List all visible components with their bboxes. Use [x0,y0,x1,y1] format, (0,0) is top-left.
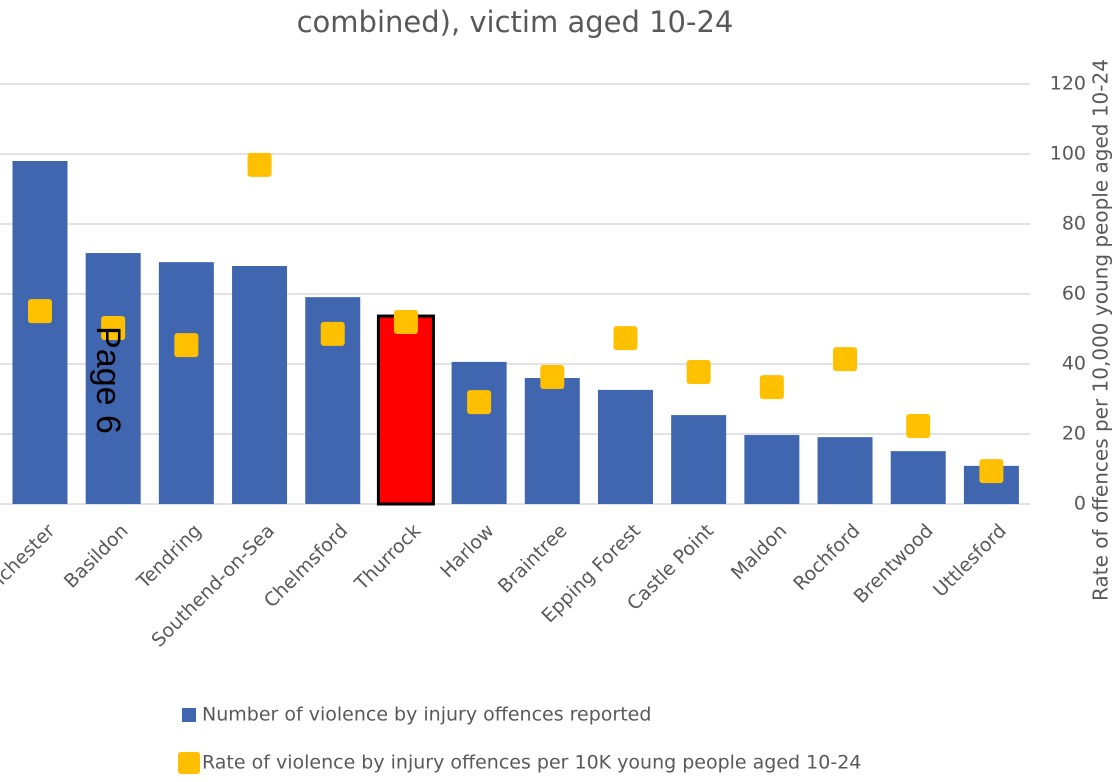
point [101,315,126,340]
point [247,152,272,177]
x-tick-label: Thurrock [350,520,425,595]
x-tick-label: Brentwood [850,520,938,608]
bar [85,253,141,504]
bar [158,262,214,504]
point [759,375,784,400]
bar [744,435,800,504]
bar [376,314,435,506]
y2-tick-label: 40 [1062,353,1086,375]
bar [671,415,727,504]
x-tick-label: Rochford [789,520,864,595]
y2-tick-label: 20 [1062,423,1086,445]
x-tick-label: Uttlesford [929,520,1011,602]
x-tick-label: Southend-on-Sea [147,520,279,652]
x-tick-label: Basildon [60,520,133,593]
y2-tick-label: 0 [1074,493,1086,515]
chart-title: combined), victim aged 10-24 [297,5,734,39]
bar [12,161,68,504]
point [540,364,565,389]
page-label: Page 6 [89,326,127,434]
y2-tick-label: 120 [1050,73,1086,95]
point [833,347,858,372]
bar [597,389,653,504]
point [613,326,638,351]
point [27,299,52,324]
point [320,321,345,346]
point [979,459,1004,484]
legend-swatch [182,708,196,722]
point [906,413,931,438]
legend-label: Number of violence by injury offences re… [202,704,651,726]
y2-tick-label: 80 [1062,213,1086,235]
bar [890,451,946,504]
bar [817,437,873,504]
legend-label: Rate of violence by injury offences per … [202,752,861,774]
bar [524,378,580,504]
point [174,333,199,358]
bar [232,266,288,504]
point [393,310,418,334]
x-tick-label: Colchester [0,520,60,607]
x-tick-label: Tendring [132,520,206,594]
y2-axis-label: Rate of offences per 10,000 young people… [1089,59,1113,601]
y2-tick-label: 100 [1050,143,1086,165]
point [686,360,711,385]
x-tick-label: Braintree [494,520,572,598]
x-tick-label: Harlow [436,520,498,582]
x-tick-label: Maldon [727,520,791,584]
y2-tick-label: 60 [1062,283,1086,305]
bar [451,361,507,504]
point [467,390,492,415]
legend-swatch [178,752,200,774]
